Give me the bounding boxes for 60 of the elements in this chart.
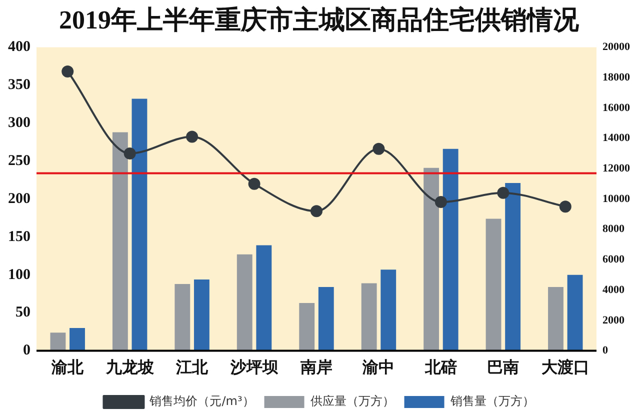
bar <box>486 218 502 351</box>
bar <box>256 245 272 351</box>
point <box>248 178 260 190</box>
bar <box>505 183 521 351</box>
y-tick-label: 150 <box>8 228 30 245</box>
legend-label: 销售均价（元/m³） <box>148 394 254 408</box>
x-tick-label: 巴南 <box>487 358 520 377</box>
y2-tick-label: 6000 <box>602 254 625 266</box>
bar <box>299 302 315 351</box>
y2-tick-label: 18000 <box>602 71 630 84</box>
y-tick-label: 350 <box>8 77 30 94</box>
legend-label: 供应量（万方） <box>310 394 394 408</box>
x-tick-label: 南岸 <box>300 358 332 377</box>
x-tick-label: 江北 <box>175 358 210 377</box>
x-tick-label: 渝北 <box>50 358 85 377</box>
y-tick-label: 50 <box>16 304 30 321</box>
y2-tick-label: 12000 <box>602 162 630 174</box>
bar <box>112 132 128 351</box>
bar <box>361 283 377 351</box>
y-tick-label: 400 <box>8 39 30 56</box>
bar <box>132 98 148 351</box>
bar <box>194 279 210 351</box>
y-tick-label: 0 <box>23 342 30 359</box>
point <box>372 142 385 155</box>
point <box>559 200 572 213</box>
bar <box>50 332 66 351</box>
x-tick-label: 大渡口 <box>541 358 590 377</box>
y-tick-label: 300 <box>8 114 30 131</box>
bar <box>318 287 334 351</box>
point <box>434 196 447 208</box>
y2-tick-label: 14000 <box>602 132 630 144</box>
y2-tick-label: 20000 <box>602 41 630 54</box>
y-tick-label: 200 <box>8 190 30 207</box>
y-tick-label: 250 <box>8 152 30 169</box>
x-tick-label: 九龙坡 <box>104 358 155 377</box>
point <box>124 147 136 160</box>
y2-tick-label: 2000 <box>602 314 625 326</box>
y2-tick-label: 4000 <box>602 284 625 296</box>
bar <box>548 287 564 351</box>
bar <box>567 274 583 351</box>
point <box>310 205 322 218</box>
y2-tick-label: 0 <box>602 344 608 357</box>
chart-title: 2019年上半年重庆市主城区商品住宅供销情况 <box>59 5 580 34</box>
x-tick-label: 北碚 <box>424 358 457 377</box>
legend-label: 销售量（万方） <box>449 394 534 408</box>
y-tick-label: 100 <box>8 266 30 283</box>
bar <box>380 270 396 351</box>
x-tick-label: 沙坪坝 <box>229 358 278 377</box>
y2-tick-label: 16000 <box>602 102 630 114</box>
bar <box>236 254 252 351</box>
y2-tick-label: 8000 <box>602 223 625 236</box>
bar <box>442 148 458 351</box>
y2-tick-label: 10000 <box>602 192 630 205</box>
x-tick-label: 渝中 <box>362 358 395 377</box>
bar <box>424 168 440 351</box>
point <box>186 130 198 143</box>
bar <box>70 328 85 351</box>
point <box>497 186 510 199</box>
point <box>62 65 74 78</box>
bar <box>174 284 190 351</box>
